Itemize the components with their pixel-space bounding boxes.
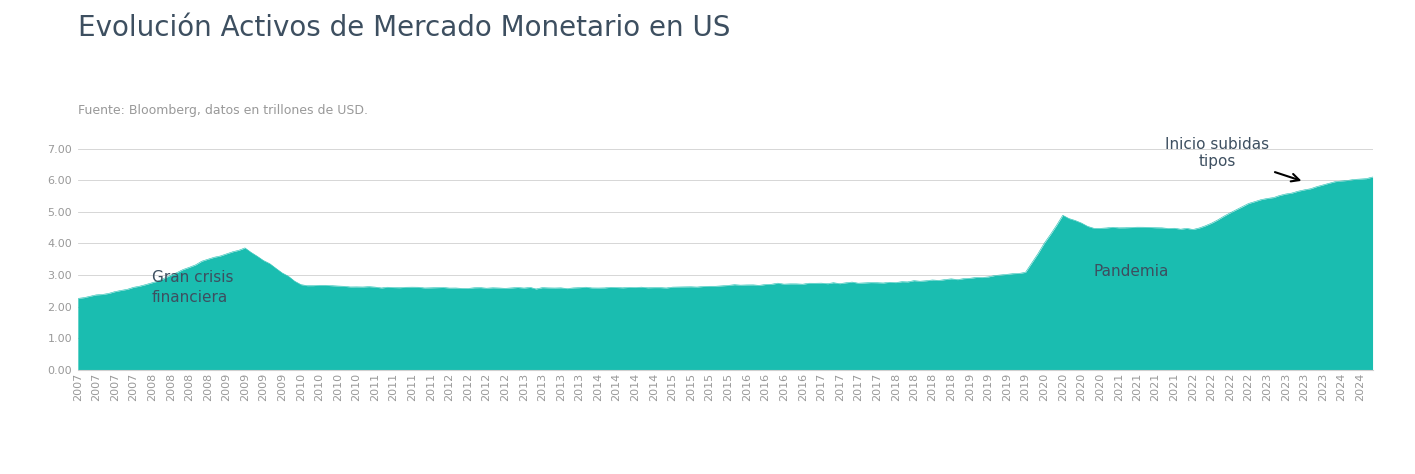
Text: Gran crisis
financiera: Gran crisis financiera — [153, 270, 233, 305]
Text: Inicio subidas
tipos: Inicio subidas tipos — [1166, 137, 1299, 182]
Text: Fuente: Bloomberg, datos en trillones de USD.: Fuente: Bloomberg, datos en trillones de… — [78, 104, 368, 117]
Text: Evolución Activos de Mercado Monetario en US: Evolución Activos de Mercado Monetario e… — [78, 14, 730, 42]
Text: Pandemia: Pandemia — [1094, 264, 1169, 279]
